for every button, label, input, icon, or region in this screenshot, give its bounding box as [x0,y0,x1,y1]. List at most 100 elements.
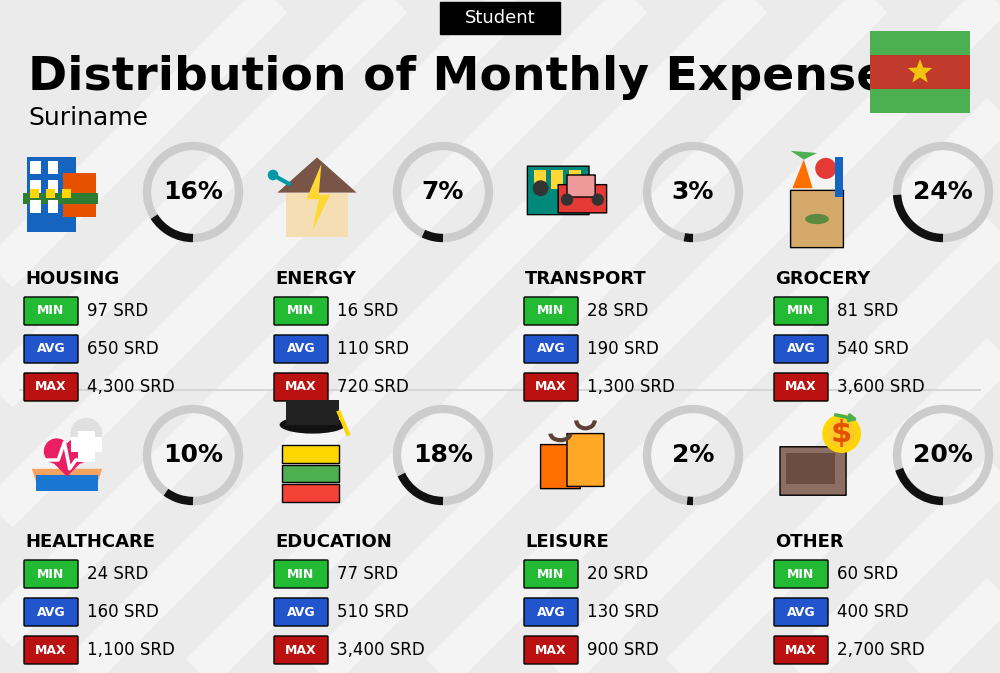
Text: AVG: AVG [287,343,315,355]
Text: 160 SRD: 160 SRD [87,603,159,621]
Bar [71,437,102,452]
FancyBboxPatch shape [541,445,580,489]
Text: 24 SRD: 24 SRD [87,565,148,583]
Text: 130 SRD: 130 SRD [587,603,659,621]
Text: 10%: 10% [163,443,223,467]
Text: 650 SRD: 650 SRD [87,340,159,358]
Text: 16 SRD: 16 SRD [337,302,398,320]
Bar [786,454,835,484]
Text: 540 SRD: 540 SRD [837,340,909,358]
Text: MAX: MAX [785,380,817,394]
Text: MIN: MIN [287,567,315,581]
Text: 510 SRD: 510 SRD [337,603,409,621]
Text: 3%: 3% [672,180,714,204]
Polygon shape [277,157,357,192]
FancyBboxPatch shape [274,636,328,664]
Bar [48,200,58,213]
Text: AVG: AVG [787,606,815,618]
FancyBboxPatch shape [24,560,78,588]
Text: 97 SRD: 97 SRD [87,302,148,320]
Text: AVG: AVG [37,606,65,618]
Text: 2%: 2% [672,443,714,467]
FancyBboxPatch shape [440,2,560,34]
Bar [30,161,41,174]
Bar [46,189,55,198]
FancyBboxPatch shape [274,335,328,363]
FancyBboxPatch shape [524,297,578,325]
Polygon shape [792,160,813,188]
FancyBboxPatch shape [24,598,78,626]
Text: AVG: AVG [537,343,565,355]
Polygon shape [908,59,932,83]
Circle shape [71,418,102,450]
Circle shape [592,193,604,206]
FancyBboxPatch shape [567,175,595,197]
Text: 4,300 SRD: 4,300 SRD [87,378,175,396]
Bar [870,89,970,113]
FancyBboxPatch shape [524,636,578,664]
Text: ENERGY: ENERGY [275,270,356,288]
Bar [534,170,546,189]
Text: 1,100 SRD: 1,100 SRD [87,641,175,659]
FancyBboxPatch shape [24,297,78,325]
Text: MAX: MAX [785,643,817,656]
Text: 400 SRD: 400 SRD [837,603,909,621]
Bar [27,157,76,232]
Text: MAX: MAX [535,380,567,394]
Bar [551,170,563,189]
Text: MAX: MAX [35,380,67,394]
Text: $: $ [831,419,852,448]
FancyBboxPatch shape [774,636,828,664]
Text: 18%: 18% [413,443,473,467]
Circle shape [268,170,278,180]
Bar [870,31,970,55]
Circle shape [561,193,573,206]
Bar [23,193,98,204]
FancyBboxPatch shape [282,446,339,463]
Text: 81 SRD: 81 SRD [837,302,898,320]
Text: AVG: AVG [37,343,65,355]
FancyBboxPatch shape [524,560,578,588]
FancyBboxPatch shape [774,560,828,588]
Circle shape [65,438,90,464]
Text: 20%: 20% [913,443,973,467]
FancyBboxPatch shape [282,465,339,483]
Bar [48,180,58,193]
Text: 190 SRD: 190 SRD [587,340,659,358]
Text: 3,400 SRD: 3,400 SRD [337,641,425,659]
Bar [62,189,71,198]
Text: TRANSPORT: TRANSPORT [525,270,647,288]
Bar [569,170,581,189]
Text: AVG: AVG [787,343,815,355]
Bar [78,431,95,462]
Text: 110 SRD: 110 SRD [337,340,409,358]
Polygon shape [791,151,817,160]
Text: OTHER: OTHER [775,533,844,551]
Text: MIN: MIN [537,567,565,581]
Circle shape [533,180,549,196]
Ellipse shape [805,214,829,224]
Text: GROCERY: GROCERY [775,270,870,288]
Polygon shape [44,453,90,476]
Bar [30,200,41,213]
Text: 24%: 24% [913,180,973,204]
Text: 60 SRD: 60 SRD [837,565,898,583]
Text: MIN: MIN [787,567,815,581]
FancyBboxPatch shape [774,373,828,401]
FancyBboxPatch shape [524,335,578,363]
FancyBboxPatch shape [524,373,578,401]
Bar [36,475,98,491]
Bar [30,180,41,193]
Text: 3,600 SRD: 3,600 SRD [837,378,925,396]
FancyBboxPatch shape [780,447,846,495]
Text: 2,700 SRD: 2,700 SRD [837,641,925,659]
Text: 77 SRD: 77 SRD [337,565,398,583]
Text: 1,300 SRD: 1,300 SRD [587,378,675,396]
FancyBboxPatch shape [274,297,328,325]
Polygon shape [306,164,330,230]
FancyBboxPatch shape [274,598,328,626]
FancyBboxPatch shape [282,484,339,502]
FancyBboxPatch shape [24,335,78,363]
Text: MAX: MAX [35,643,67,656]
FancyBboxPatch shape [24,636,78,664]
